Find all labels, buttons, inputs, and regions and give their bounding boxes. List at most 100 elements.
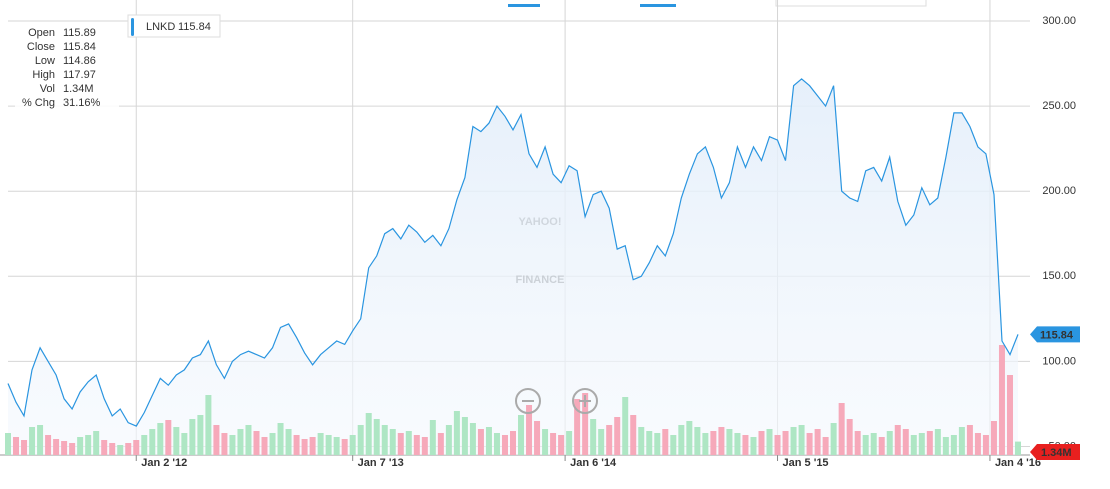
- volume-bar: [782, 431, 789, 455]
- volume-bar: [149, 429, 156, 455]
- volume-bar: [253, 431, 260, 455]
- volume-bar: [1015, 441, 1021, 455]
- volume-bar: [213, 425, 220, 455]
- info-label: Low: [35, 55, 55, 67]
- volume-bar: [814, 429, 821, 455]
- volume-bar: [662, 429, 669, 455]
- info-value: 1.34M: [63, 83, 94, 95]
- volume-bar: [469, 423, 476, 455]
- volume-bar: [630, 415, 637, 455]
- info-value: 114.86: [63, 55, 96, 67]
- legend-name: LNKD: [146, 21, 175, 33]
- volume-bar: [806, 433, 813, 455]
- volume-bar: [141, 435, 148, 455]
- legend-swatch: [131, 18, 134, 36]
- x-tick-label: Jan 5 '15: [783, 457, 829, 469]
- info-label: Vol: [40, 83, 55, 95]
- volume-bar: [93, 431, 100, 455]
- volume-bar: [558, 435, 565, 455]
- volume-bar: [742, 435, 749, 455]
- volume-bar: [405, 431, 412, 455]
- volume-bar: [934, 429, 941, 455]
- zoom-button[interactable]: [572, 388, 598, 414]
- volume-bar: [461, 417, 468, 455]
- volume-bar: [13, 437, 20, 455]
- y-tick-label: 300.00: [1042, 15, 1076, 27]
- volume-bar: [990, 421, 997, 455]
- volume-bar: [670, 435, 677, 455]
- back-layer: 50.00100.00150.00200.00250.00300.00YAHOO…: [0, 0, 1076, 461]
- volume-bar: [501, 435, 508, 455]
- volume-bar: [437, 433, 444, 455]
- volume-bar: [261, 437, 268, 455]
- volume-bar: [518, 415, 525, 455]
- volume-bar: [966, 425, 973, 455]
- volume-bar: [646, 431, 653, 455]
- volume-bar: [133, 440, 140, 455]
- volume-bar: [774, 435, 781, 455]
- volume-bar: [165, 420, 172, 455]
- volume-bar: [678, 425, 685, 455]
- volume-bar: [69, 443, 76, 455]
- price-area: [8, 78, 1018, 456]
- volume-bar: [477, 429, 484, 455]
- volume-bar: [598, 429, 605, 455]
- x-tick-label: Jan 6 '14: [570, 457, 617, 469]
- volume-bar: [590, 419, 597, 455]
- volume-bar: [37, 425, 44, 455]
- volume-bar: [181, 433, 188, 455]
- volume-bar: [117, 445, 124, 455]
- volume-bar: [902, 429, 909, 455]
- volume-bar: [918, 433, 925, 455]
- volume-bar: [750, 437, 757, 455]
- volume-bar: [926, 431, 933, 455]
- volume-bar: [694, 427, 701, 455]
- volume-bar: [526, 405, 533, 455]
- volume-bar: [686, 421, 693, 455]
- x-tick-label: Jan 4 '16: [995, 457, 1041, 469]
- zoom-button[interactable]: [515, 388, 541, 414]
- volume-bar: [285, 429, 292, 455]
- volume-bar: [269, 433, 276, 455]
- tab-indicator: [640, 4, 676, 7]
- volume-badge-label: 1.34M: [1041, 447, 1072, 459]
- volume-bar: [510, 431, 516, 455]
- legend-value: 115.84: [178, 21, 211, 33]
- volume-bar: [493, 433, 500, 455]
- volume-bar: [101, 440, 108, 455]
- volume-bar: [854, 431, 861, 455]
- tab-indicator: [508, 4, 540, 7]
- volume-bar: [718, 427, 725, 455]
- volume-bar: [293, 435, 300, 455]
- volume-bar: [317, 433, 324, 455]
- volume-bar: [221, 433, 228, 455]
- volume-bar: [830, 423, 837, 455]
- volume-bar: [485, 427, 492, 455]
- volume-bar: [846, 419, 853, 455]
- volume-bar: [349, 435, 356, 455]
- volume-bar: [838, 403, 845, 455]
- info-value: 117.97: [63, 69, 96, 81]
- volume-bar: [734, 433, 741, 455]
- volume-bar: [1006, 375, 1013, 455]
- volume-bar: [245, 425, 252, 455]
- volume-bar: [606, 425, 613, 455]
- volume-bar: [45, 435, 52, 455]
- volume-bar: [798, 425, 805, 455]
- volume-bar: [574, 399, 581, 455]
- volume-bar: [998, 345, 1005, 455]
- info-value: 115.89: [63, 27, 96, 39]
- volume-bar: [445, 425, 452, 455]
- volume-bar: [173, 427, 180, 455]
- volume-bar: [397, 433, 404, 455]
- volume-bar: [550, 433, 557, 455]
- volume-badge: [1030, 444, 1080, 460]
- volume-bar: [189, 419, 196, 455]
- volume-bar: [726, 429, 733, 455]
- volume-bar: [85, 435, 92, 455]
- volume-bar: [894, 425, 901, 455]
- volume-bar: [566, 431, 573, 455]
- volume-bar: [53, 439, 60, 455]
